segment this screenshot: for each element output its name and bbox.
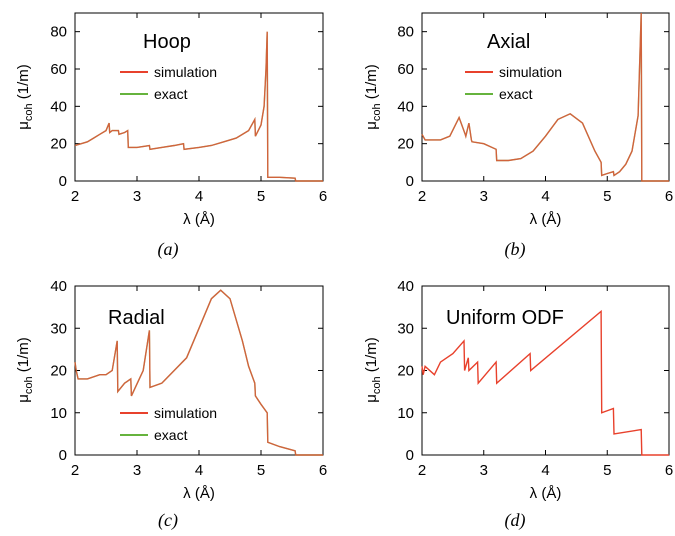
legend-label: simulation — [154, 64, 217, 80]
legend-label: simulation — [499, 64, 562, 80]
y-tick-label: 0 — [406, 447, 414, 464]
x-tick-label: 5 — [603, 462, 611, 479]
y-axis-label: μcoh (1/m) — [15, 337, 35, 403]
y-tick-label: 20 — [50, 136, 67, 153]
panel-title: Hoop — [143, 31, 191, 53]
y-tick-label: 60 — [50, 61, 67, 78]
series-line-exact — [74, 31, 323, 182]
x-tick-label: 5 — [257, 188, 265, 205]
series-line-simulation — [421, 12, 669, 182]
plot-frame — [421, 12, 670, 182]
legend-label: exact — [499, 86, 533, 102]
y-axis-label: μcoh (1/m) — [363, 337, 383, 403]
y-tick-label: 80 — [397, 24, 414, 41]
x-tick-label: 2 — [71, 188, 79, 205]
panel-3: 2 3 4 5 6 0 10 20 30 40 Radial simulation exact λ (Å)… — [15, 278, 327, 531]
y-tick-label: 40 — [397, 98, 414, 115]
y-axis-label: μcoh (1/m) — [363, 64, 383, 130]
x-tick-label: 5 — [603, 188, 611, 205]
y-tick-label: 40 — [397, 278, 414, 295]
series-line-exact — [421, 12, 669, 182]
x-tick-label: 2 — [418, 462, 426, 479]
x-tick-label: 6 — [319, 462, 327, 479]
panel-title: Uniform ODF — [446, 307, 564, 329]
panel-title: Axial — [487, 31, 530, 53]
legend-label: simulation — [154, 405, 217, 421]
x-tick-label: 6 — [665, 462, 673, 479]
panel-caption: (c) — [158, 510, 178, 531]
x-axis-label: λ (Å) — [530, 485, 562, 502]
y-tick-label: 60 — [397, 61, 414, 78]
x-tick-label: 4 — [541, 188, 549, 205]
x-tick-label: 5 — [257, 462, 265, 479]
x-tick-label: 4 — [195, 188, 203, 205]
y-tick-label: 30 — [397, 320, 414, 337]
panel-caption: (d) — [505, 510, 526, 531]
y-tick-label: 40 — [50, 98, 67, 115]
panel-caption: (a) — [158, 239, 179, 260]
panel-title: Radial — [108, 307, 165, 329]
y-tick-label: 20 — [50, 363, 67, 380]
x-axis-label: λ (Å) — [530, 211, 562, 228]
plot-frame — [74, 12, 324, 182]
x-tick-label: 2 — [418, 188, 426, 205]
x-tick-label: 4 — [541, 462, 549, 479]
panel-caption: (b) — [505, 239, 526, 260]
x-tick-label: 3 — [133, 188, 141, 205]
series-line-simulation — [74, 31, 323, 182]
y-tick-label: 10 — [397, 405, 414, 422]
y-tick-label: 0 — [59, 173, 67, 190]
series-line-data — [421, 309, 669, 456]
y-tick-label: 0 — [406, 173, 414, 190]
x-tick-label: 3 — [480, 462, 488, 479]
x-tick-label: 4 — [195, 462, 203, 479]
legend-label: exact — [154, 86, 188, 102]
x-tick-label: 2 — [71, 462, 79, 479]
x-axis-label: λ (Å) — [183, 485, 215, 502]
y-tick-label: 80 — [50, 24, 67, 41]
x-axis-label: λ (Å) — [183, 211, 215, 228]
y-tick-label: 20 — [397, 363, 414, 380]
y-axis-label: μcoh (1/m) — [15, 64, 35, 130]
x-tick-label: 3 — [133, 462, 141, 479]
x-tick-label: 3 — [480, 188, 488, 205]
legend-label: exact — [154, 427, 188, 443]
x-tick-label: 6 — [665, 188, 673, 205]
x-tick-label: 6 — [319, 188, 327, 205]
y-tick-label: 10 — [50, 405, 67, 422]
y-tick-label: 0 — [59, 447, 67, 464]
panel-4: 2 3 4 5 6 0 10 20 30 40 Uniform ODF λ (Å) μcoh (1/m)… — [363, 278, 673, 531]
series-line-simulation — [74, 289, 323, 456]
y-tick-label: 30 — [50, 320, 67, 337]
y-tick-label: 20 — [397, 136, 414, 153]
y-tick-label: 40 — [50, 278, 67, 295]
